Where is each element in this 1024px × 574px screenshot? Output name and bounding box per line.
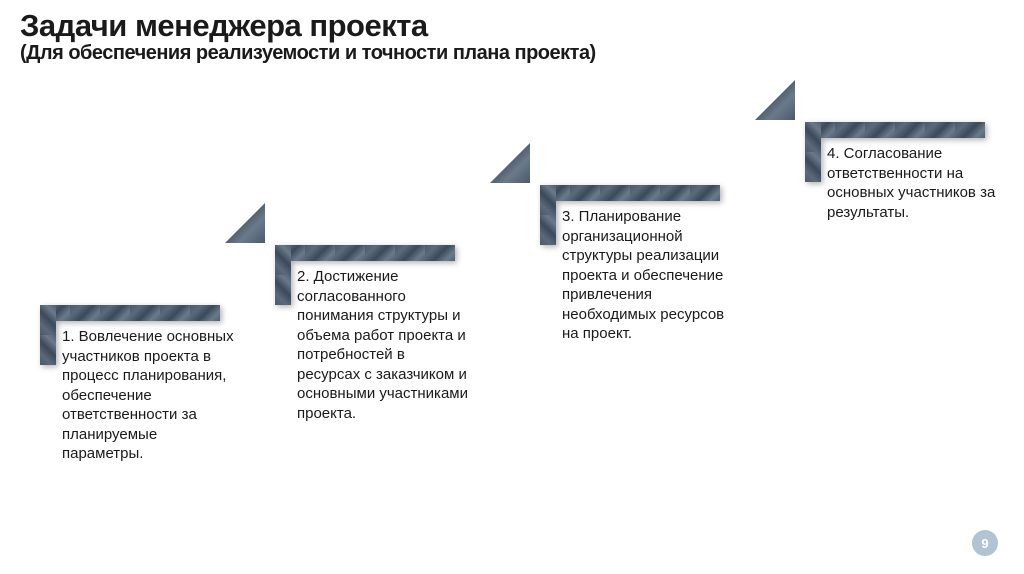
page-number-badge: 9 — [972, 530, 998, 556]
step-text: 2. Достижение согласованного понимания с… — [297, 267, 472, 423]
staircase-diagram: 1. Вовлечение основных участников проект… — [20, 110, 1004, 550]
step-text: 3. Планирование организационной структур… — [562, 207, 737, 344]
slide-subtitle: (Для обеспечения реализуемости и точност… — [20, 42, 596, 65]
title-block: Задачи менеджера проекта (Для обеспечени… — [20, 8, 596, 65]
step-arrow-icon — [755, 80, 795, 120]
slide-title: Задачи менеджера проекта — [20, 8, 596, 44]
step-text: 4. Согласование ответственности на основ… — [827, 144, 1002, 222]
page-number: 9 — [981, 536, 988, 551]
step-arrow-icon — [490, 143, 530, 183]
step-text: 1. Вовлечение основных участников проект… — [62, 327, 237, 464]
step-arrow-icon — [225, 203, 265, 243]
